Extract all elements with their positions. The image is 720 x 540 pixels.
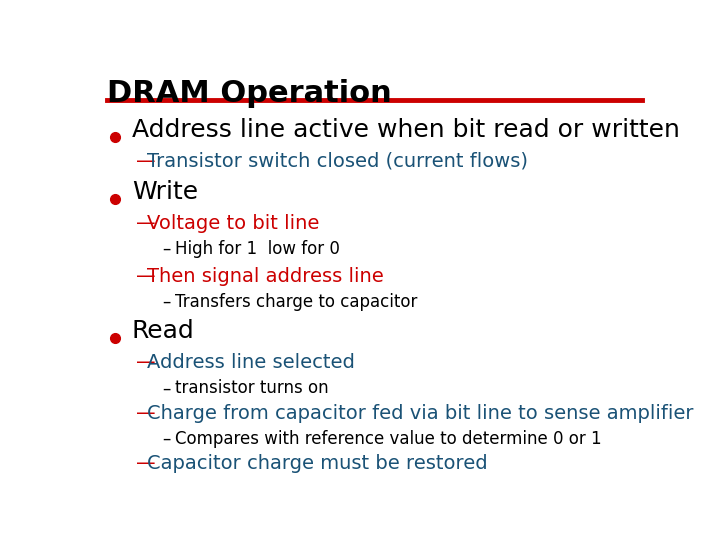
- Text: —: —: [136, 214, 156, 233]
- Text: Read: Read: [132, 319, 194, 343]
- Text: –: –: [163, 293, 171, 311]
- Text: Write: Write: [132, 180, 198, 204]
- Text: —: —: [136, 152, 156, 171]
- Text: —: —: [136, 354, 156, 373]
- Text: —: —: [136, 404, 156, 423]
- Text: Capacitor charge must be restored: Capacitor charge must be restored: [148, 454, 488, 473]
- Text: —: —: [136, 454, 156, 473]
- Text: Voltage to bit line: Voltage to bit line: [148, 214, 320, 233]
- Text: Transistor switch closed (current flows): Transistor switch closed (current flows): [148, 152, 528, 171]
- Text: –: –: [163, 430, 171, 448]
- Text: –: –: [163, 380, 171, 397]
- Text: Address line selected: Address line selected: [148, 354, 356, 373]
- Text: transistor turns on: transistor turns on: [175, 380, 328, 397]
- Text: Address line active when bit read or written: Address line active when bit read or wri…: [132, 118, 680, 141]
- Text: Compares with reference value to determine 0 or 1: Compares with reference value to determi…: [175, 430, 601, 448]
- Text: —: —: [136, 267, 156, 286]
- Text: DRAM Operation: DRAM Operation: [107, 79, 392, 109]
- Text: Transfers charge to capacitor: Transfers charge to capacitor: [175, 293, 417, 311]
- Text: –: –: [163, 240, 171, 258]
- Text: Charge from capacitor fed via bit line to sense amplifier: Charge from capacitor fed via bit line t…: [148, 404, 694, 423]
- Text: Then signal address line: Then signal address line: [148, 267, 384, 286]
- Text: High for 1  low for 0: High for 1 low for 0: [175, 240, 340, 258]
